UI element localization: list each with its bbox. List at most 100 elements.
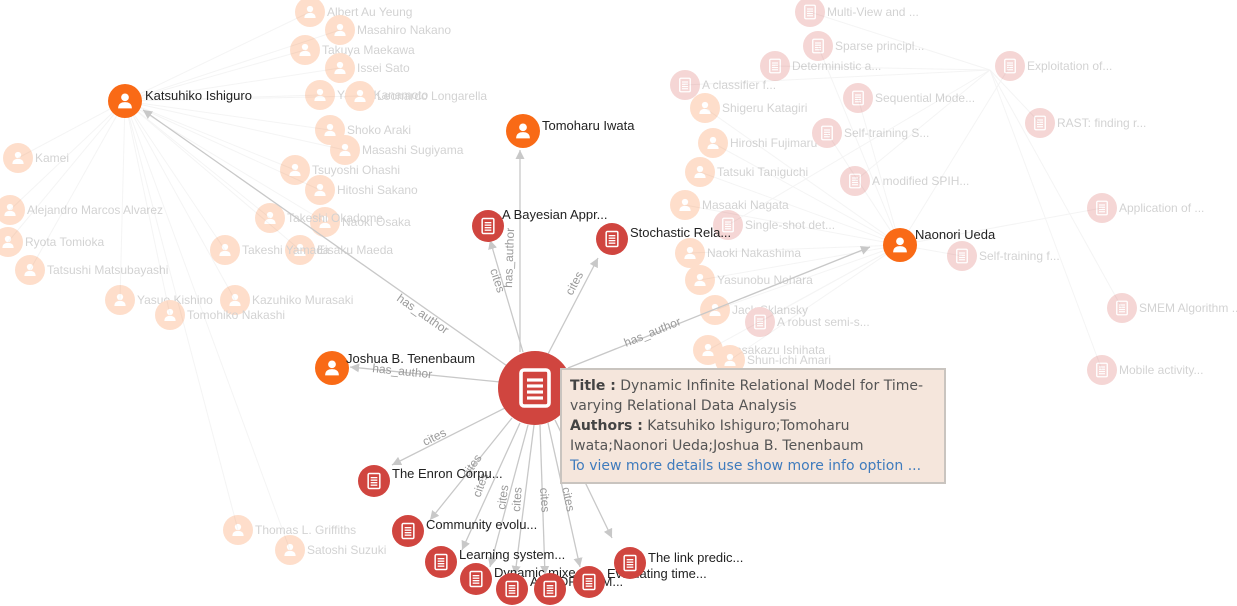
- author-node[interactable]: Katsuhiko Ishiguro: [108, 84, 252, 118]
- background-author-node-label: Thomas L. Griffiths: [255, 523, 356, 537]
- background-author-node[interactable]: Naoki Osaka: [310, 207, 411, 237]
- background-edge: [124, 100, 239, 531]
- background-author-node[interactable]: Albert Au Yeung: [295, 0, 412, 27]
- background-author-node[interactable]: Issei Sato: [325, 53, 410, 83]
- background-author-node[interactable]: Satoshi Suzuki: [275, 535, 386, 565]
- background-author-node[interactable]: Tatsuki Taniguchi: [685, 157, 808, 187]
- background-author-node[interactable]: Shigeru Katagiri: [690, 93, 807, 123]
- paper-node[interactable]: Stochastic Rela...: [596, 223, 731, 255]
- background-author-node[interactable]: Takeshi Yamada: [210, 235, 330, 265]
- edge-label: cites: [494, 484, 511, 510]
- background-paper-node[interactable]: Deterministic a...: [760, 51, 881, 81]
- paper-label: Community evolu...: [426, 517, 537, 532]
- background-paper-node[interactable]: Single-shot det...: [713, 210, 835, 240]
- background-edge: [124, 100, 346, 151]
- background-author-node-label: Shigeru Katagiri: [722, 101, 807, 115]
- background-paper-node-label: Sparse principl...: [835, 39, 924, 53]
- background-author-node[interactable]: Masaaki Nagata: [670, 190, 789, 220]
- tooltip-authors: Authors : Katsuhiko Ishiguro;Tomoharu Iw…: [570, 416, 936, 456]
- background-author-node-label: Naoki Nakashima: [707, 246, 801, 260]
- background-author-node[interactable]: Kazuhiko Murasaki: [220, 285, 353, 315]
- tooltip-authors-label: Authors :: [570, 418, 643, 434]
- background-paper-node[interactable]: Multi-View and ...: [795, 0, 919, 27]
- background-author-node[interactable]: Shoko Araki: [315, 115, 411, 145]
- edge-cites: [511, 424, 535, 576]
- background-paper-node[interactable]: A classifier f...: [670, 70, 776, 100]
- edge-label: has_author: [501, 228, 517, 289]
- background-edge: [124, 100, 301, 251]
- background-author-node[interactable]: Shun-ichi Amari: [715, 345, 831, 375]
- background-author-node-label: Takeshi Okadome: [287, 211, 383, 225]
- background-paper-node[interactable]: Self-training S...: [812, 118, 929, 148]
- background-edge: [124, 100, 171, 316]
- edge-label: cites: [509, 487, 525, 513]
- background-author-node[interactable]: Naoki Nakashima: [675, 238, 801, 268]
- background-paper-node[interactable]: Sparse principl...: [803, 31, 924, 61]
- background-paper-node[interactable]: Exploitation of...: [995, 51, 1112, 81]
- author-node[interactable]: Tomoharu Iwata: [506, 114, 635, 148]
- paper-node[interactable]: Learning system...: [425, 546, 565, 578]
- background-author-node[interactable]: Hiroshi Fujimaru: [698, 128, 817, 158]
- background-author-node-label: Masashi Sugiyama: [362, 143, 464, 157]
- background-paper-node[interactable]: Self-training f...: [947, 241, 1060, 271]
- background-edge: [124, 100, 296, 171]
- background-author-node[interactable]: Alejandro Marcos Alvarez: [0, 195, 163, 225]
- background-edge: [899, 65, 1011, 246]
- background-paper-node[interactable]: SMEM Algorithm ...: [1107, 293, 1237, 323]
- background-author-node[interactable]: Kamei: [3, 143, 69, 173]
- background-edge: [124, 49, 306, 102]
- author-node[interactable]: Joshua B. Tenenbaum: [315, 351, 475, 385]
- author-label: Katsuhiko Ishiguro: [145, 88, 252, 103]
- background-edge: [712, 142, 901, 246]
- background-author-node-label: Yasuo Kishino: [137, 293, 213, 307]
- background-author-node[interactable]: Tomohiko Nakashi: [155, 300, 285, 330]
- background-author-node[interactable]: Jack Sklansky: [700, 295, 808, 325]
- background-author-node[interactable]: Leonardo Longarella: [345, 81, 487, 111]
- background-author-node[interactable]: Takuya Maekawa: [290, 35, 415, 65]
- background-paper-node-label: Self-training f...: [979, 249, 1060, 263]
- focus-paper-node[interactable]: [498, 351, 572, 425]
- background-paper-node-label: Sequential Mode...: [875, 91, 975, 105]
- background-author-node[interactable]: Tsuyoshi Ohashi: [280, 155, 400, 185]
- background-edge: [899, 207, 1103, 246]
- paper-node[interactable]: A Bayesian Appr...: [472, 207, 608, 242]
- background-paper-node-label: SMEM Algorithm ...: [1139, 301, 1237, 315]
- background-author-node[interactable]: Yasunobu Nohara: [685, 265, 813, 295]
- background-author-node[interactable]: Ryota Tomioka: [0, 227, 104, 257]
- edge-label: cites: [537, 487, 553, 513]
- background-author-node[interactable]: Masakazu Ishihata: [693, 335, 825, 365]
- background-paper-node-label: A robust semi-s...: [777, 315, 870, 329]
- show-more-info-link[interactable]: To view more details use show more info …: [570, 458, 922, 474]
- background-paper-node[interactable]: A modified SPIH...: [840, 166, 969, 196]
- background-author-node[interactable]: Tatsushi Matsubayashi: [15, 255, 168, 285]
- paper-node-overlap[interactable]: [534, 573, 566, 605]
- background-paper-node-label: Deterministic a...: [792, 59, 881, 73]
- background-author-node-label: Yasunobu Nohara: [717, 273, 813, 287]
- background-paper-node[interactable]: A robust semi-s...: [745, 307, 870, 337]
- background-author-node[interactable]: Masashi Sugiyama: [330, 135, 464, 165]
- background-author-node-label: Naoki Osaka: [342, 215, 411, 229]
- tooltip-title: Title : Dynamic Infinite Relational Mode…: [570, 376, 936, 416]
- background-author-node-label: Tomohiko Nakashi: [187, 308, 285, 322]
- edge-cites: [391, 407, 506, 466]
- background-nodes: Albert Au Yeung Masahiro Nakano Takuya Mae…: [0, 0, 1237, 565]
- background-author-node[interactable]: Thomas L. Griffiths: [223, 515, 356, 545]
- background-paper-node[interactable]: Application of ...: [1087, 193, 1204, 223]
- background-edge: [124, 100, 236, 301]
- paper-node[interactable]: Community evolu...: [392, 515, 537, 547]
- background-paper-node[interactable]: Mobile activity...: [1087, 355, 1203, 385]
- paper-node[interactable]: The Enron Corpu...: [358, 465, 503, 497]
- paper-node[interactable]: The link predic...: [614, 547, 743, 579]
- author-node[interactable]: Naonori Ueda: [883, 227, 996, 262]
- edge-label: cites: [420, 425, 448, 448]
- background-author-node[interactable]: Takeshi Okadome: [255, 203, 383, 233]
- edge-cites: [547, 257, 599, 355]
- background-author-node-label: Alejandro Marcos Alvarez: [27, 203, 163, 217]
- background-paper-node[interactable]: RAST: finding r...: [1025, 108, 1146, 138]
- background-author-node[interactable]: Masahiro Nakano: [325, 15, 451, 45]
- tooltip-title-value: Dynamic Infinite Relational Model for Ti…: [570, 378, 924, 414]
- background-author-node[interactable]: Yasuo Kishino: [105, 285, 213, 315]
- background-author-node[interactable]: Hitoshi Sakano: [305, 175, 418, 205]
- background-paper-node[interactable]: Sequential Mode...: [843, 83, 975, 113]
